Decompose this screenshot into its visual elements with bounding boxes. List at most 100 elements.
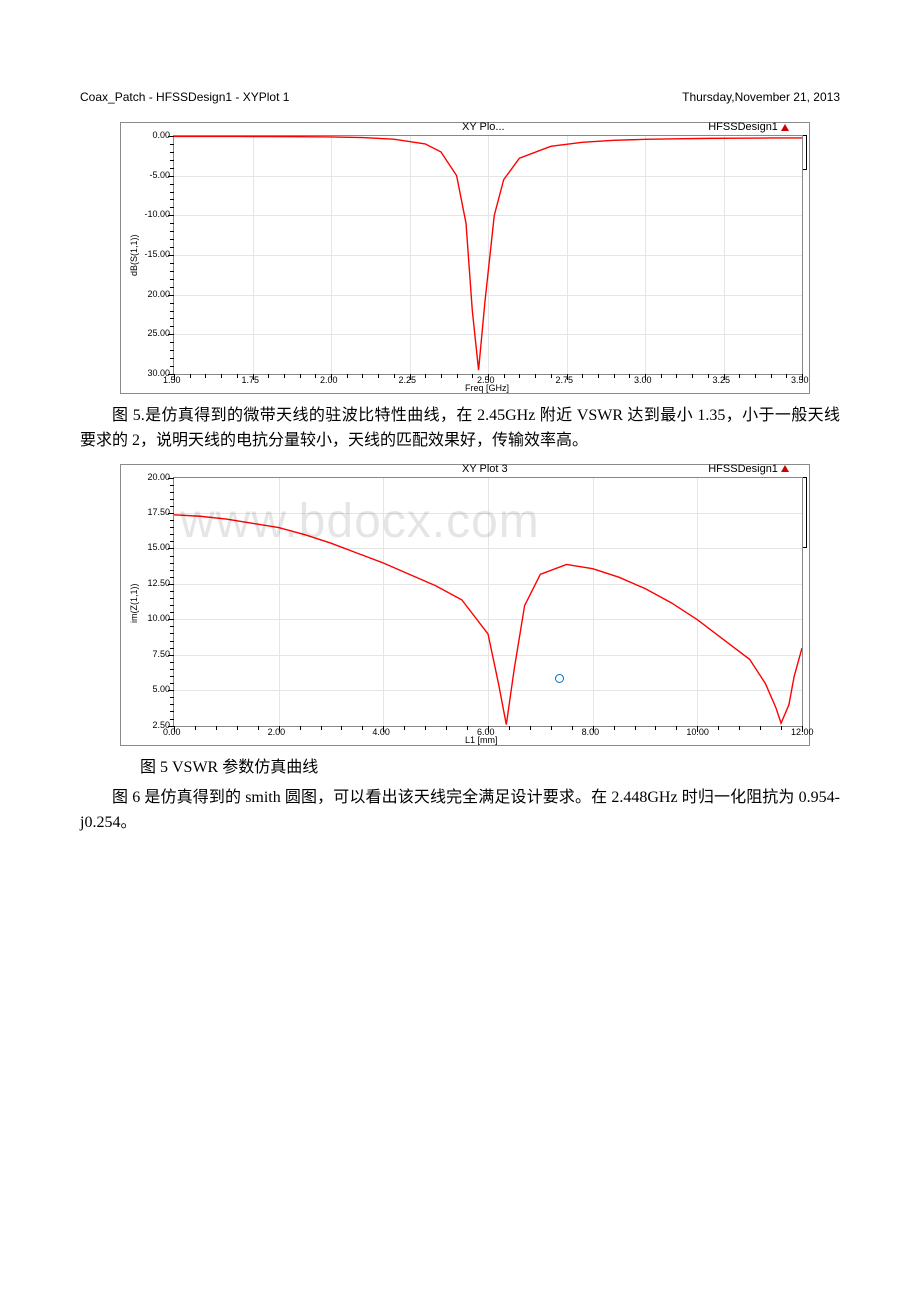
chart-design-label: HFSSDesign1	[708, 463, 789, 475]
minor-tick	[629, 374, 630, 378]
chart-title: XY Plot 3	[462, 463, 508, 475]
minor-tick	[268, 374, 269, 378]
y-tick-label: -10.00	[144, 209, 170, 219]
x-tick-label: 3.25	[713, 375, 731, 385]
x-tick-label: 1.50	[163, 375, 181, 385]
minor-tick	[321, 726, 322, 730]
minor-tick	[504, 374, 505, 378]
minor-tick	[614, 726, 615, 730]
x-axis-label: Freq [GHz]	[465, 383, 509, 393]
minor-tick	[300, 374, 301, 378]
y-axis-label: dB(S(1,1))	[129, 234, 139, 276]
minor-tick	[661, 374, 662, 378]
chart1: XY Plo...HFSSDesign1 Curve InfodB(S(1,1)…	[120, 122, 810, 394]
x-tick-label: 3.00	[634, 375, 652, 385]
minor-tick	[755, 374, 756, 378]
y-tick-label: 25.00	[147, 328, 170, 338]
minor-tick	[635, 726, 636, 730]
x-tick-label: 2.00	[268, 727, 286, 737]
header-right: Thursday,November 21, 2013	[682, 90, 840, 104]
plot-area	[173, 477, 803, 727]
paragraph-1: 图 5.是仿真得到的微带天线的驻波比特性曲线，在 2.45GHz 附近 VSWR…	[80, 404, 840, 454]
minor-tick	[530, 726, 531, 730]
series-line	[174, 136, 802, 370]
y-tick-label: 20.00	[147, 289, 170, 299]
minor-tick	[404, 726, 405, 730]
minor-tick	[190, 374, 191, 378]
chart-svg	[174, 478, 802, 726]
minor-tick	[676, 374, 677, 378]
minor-tick	[676, 726, 677, 730]
y-tick-label: 7.50	[152, 649, 170, 659]
x-tick-label: 12.00	[791, 727, 814, 737]
minor-tick	[519, 374, 520, 378]
minor-tick	[551, 374, 552, 378]
x-tick-label: 4.00	[372, 727, 390, 737]
minor-tick	[425, 726, 426, 730]
minor-tick	[237, 726, 238, 730]
x-tick-label: 10.00	[686, 727, 709, 737]
x-tick-label: 8.00	[582, 727, 600, 737]
y-tick-label: 0.00	[152, 130, 170, 140]
chart-svg	[174, 136, 802, 374]
minor-tick	[258, 726, 259, 730]
y-axis-label: im(Z(1,1))	[129, 583, 139, 623]
minor-tick	[237, 374, 238, 378]
header-left: Coax_Patch - HFSSDesign1 - XYPlot 1	[80, 90, 289, 104]
minor-tick	[216, 726, 217, 730]
minor-tick	[341, 726, 342, 730]
minor-tick	[509, 726, 510, 730]
minor-tick	[315, 374, 316, 378]
y-tick-label: 17.50	[147, 507, 170, 517]
x-axis-label: L1 [mm]	[465, 735, 498, 745]
minor-tick	[362, 726, 363, 730]
minor-tick	[457, 374, 458, 378]
hfss-logo-icon	[781, 124, 789, 131]
plot-area	[173, 135, 803, 375]
minor-tick	[781, 726, 782, 730]
caption-2: 图 5 VSWR 参数仿真曲线	[140, 756, 840, 781]
y-tick-label: 20.00	[147, 472, 170, 482]
minor-tick	[718, 726, 719, 730]
minor-tick	[378, 374, 379, 378]
x-tick-label: 2.00	[320, 375, 338, 385]
minor-tick	[205, 374, 206, 378]
x-tick-label: 2.75	[556, 375, 574, 385]
y-tick-label: 10.00	[147, 613, 170, 623]
minor-tick	[467, 726, 468, 730]
minor-tick	[472, 374, 473, 378]
minor-tick	[572, 726, 573, 730]
paragraph-2: 图 6 是仿真得到的 smith 圆图，可以看出该天线完全满足设计要求。在 2.…	[80, 786, 840, 836]
y-tick-label: 15.00	[147, 542, 170, 552]
x-tick-label: 3.50	[791, 375, 809, 385]
y-tick-label: 12.50	[147, 578, 170, 588]
chart2-wrap: XY Plot 3HFSSDesign1 Curve Infoim(Z(1,1)…	[120, 464, 810, 746]
minor-tick	[362, 374, 363, 378]
minor-tick	[551, 726, 552, 730]
minor-tick	[655, 726, 656, 730]
page: Coax_Patch - HFSSDesign1 - XYPlot 1 Thur…	[0, 0, 920, 886]
minor-tick	[692, 374, 693, 378]
minor-tick	[221, 374, 222, 378]
minor-tick	[425, 374, 426, 378]
minor-tick	[446, 726, 447, 730]
minor-tick	[394, 374, 395, 378]
minor-tick	[195, 726, 196, 730]
series-line	[174, 514, 802, 724]
x-tick-label: 0.00	[163, 727, 181, 737]
minor-tick	[760, 726, 761, 730]
minor-tick	[441, 374, 442, 378]
y-tick-label: -15.00	[144, 249, 170, 259]
minor-tick	[535, 374, 536, 378]
minor-tick	[300, 726, 301, 730]
minor-tick	[347, 374, 348, 378]
chart-title: XY Plo...	[462, 121, 505, 133]
minor-tick	[284, 374, 285, 378]
hfss-logo-icon	[781, 465, 789, 472]
y-tick-label: -5.00	[149, 170, 170, 180]
minor-tick	[786, 374, 787, 378]
chart1-wrap: XY Plo...HFSSDesign1 Curve InfodB(S(1,1)…	[120, 122, 810, 394]
minor-tick	[598, 374, 599, 378]
minor-tick	[708, 374, 709, 378]
chart2: XY Plot 3HFSSDesign1 Curve Infoim(Z(1,1)…	[120, 464, 810, 746]
